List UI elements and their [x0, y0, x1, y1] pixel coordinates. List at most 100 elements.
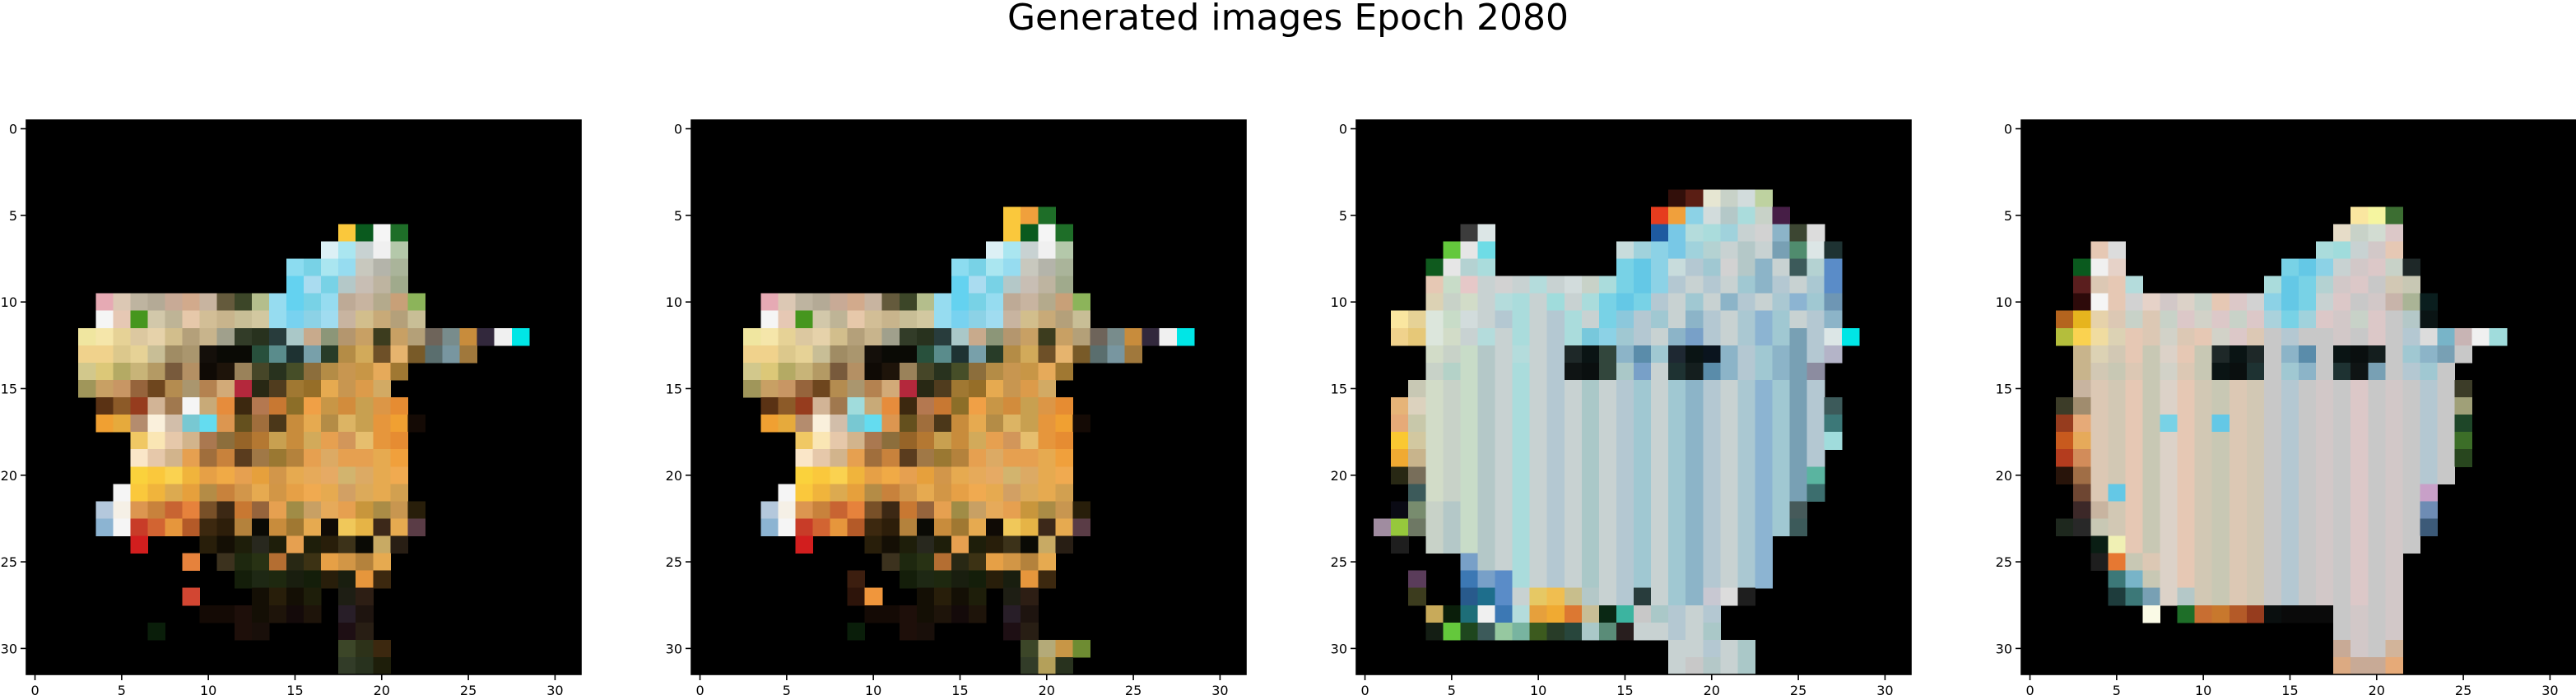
image-pixel [2281, 293, 2299, 312]
image-pixel [2299, 379, 2317, 398]
image-pixel [1668, 258, 1686, 277]
image-pixel [1038, 639, 1056, 658]
image-pixel [881, 484, 900, 502]
image-pixel [113, 327, 131, 346]
image-pixel [2437, 327, 2456, 346]
image-pixel [199, 327, 218, 346]
image-pixel [2229, 432, 2248, 450]
image-pixel [986, 415, 1004, 433]
image-pixel [1003, 484, 1021, 502]
image-pixel [2299, 276, 2317, 294]
image-pixel [2056, 310, 2074, 329]
image-pixel [113, 293, 131, 312]
image-pixel [2160, 293, 2178, 312]
image-pixel [864, 605, 883, 623]
image-pixel [1072, 415, 1091, 433]
image-pixel [1408, 484, 1426, 502]
y-tick-label: 0 [9, 122, 17, 137]
image-pixel [899, 449, 918, 467]
image-pixel [1564, 276, 1583, 294]
image-pixel [881, 466, 900, 484]
image-pixel [899, 466, 918, 484]
image-pixel [356, 553, 374, 572]
image-pixel [2108, 484, 2126, 502]
image-pixel [2108, 310, 2126, 329]
image-pixel [795, 362, 814, 381]
image-pixel [1038, 449, 1056, 467]
image-pixel [216, 466, 235, 484]
image-pixel [182, 397, 201, 415]
image-pixel [2056, 432, 2074, 450]
image-pixel [2281, 449, 2299, 467]
y-tick-label: 30 [1, 641, 17, 656]
image-pixel [1651, 535, 1669, 554]
image-pixel [2090, 310, 2109, 329]
image-pixel [1425, 327, 1444, 346]
image-pixel [1495, 466, 1514, 484]
image-pixel [969, 466, 987, 484]
y-tick-label: 0 [674, 122, 682, 137]
image-pixel [2333, 605, 2351, 623]
image-pixel [1391, 432, 1409, 450]
image-pixel [95, 518, 114, 537]
image-pixel [1477, 518, 1496, 537]
image-pixel [95, 379, 114, 398]
image-pixel [2299, 258, 2317, 277]
image-pixel [1581, 415, 1600, 433]
x-tick-label: 25 [2455, 683, 2471, 695]
x-tick-label: 0 [2025, 683, 2034, 695]
image-pixel [1495, 484, 1514, 502]
image-pixel [1443, 605, 1461, 623]
image-pixel [1806, 484, 1825, 502]
image-pixel [1668, 293, 1686, 312]
image-pixel [2177, 605, 2196, 623]
image-pixel [338, 327, 356, 346]
image-pixel [2350, 241, 2369, 260]
image-pixel [1529, 553, 1548, 572]
image-pixel [1616, 622, 1634, 641]
image-pixel [199, 379, 218, 398]
image-pixel [199, 293, 218, 312]
image-pixel [1038, 656, 1056, 675]
image-pixel [969, 605, 987, 623]
image-pixel [1598, 432, 1617, 450]
image-pixel [1460, 327, 1479, 346]
image-pixel [812, 362, 831, 381]
image-pixel [2281, 276, 2299, 294]
image-pixel [251, 535, 270, 554]
image-pixel [2333, 276, 2351, 294]
image-pixel [1495, 432, 1514, 450]
image-pixel [743, 345, 761, 364]
image-pixel [1651, 570, 1669, 589]
image-pixel [1546, 605, 1565, 623]
image-pixel [2142, 432, 2161, 450]
y-tick-label: 20 [1996, 468, 2012, 484]
image-pixel [1720, 449, 1738, 467]
image-pixel [916, 553, 935, 572]
image-pixel [2056, 415, 2074, 433]
image-pixel [199, 397, 218, 415]
image-pixel [1737, 535, 1756, 554]
y-tick-label: 20 [1, 468, 17, 484]
image-pixel [2229, 293, 2248, 312]
image-pixel [147, 362, 166, 381]
image-pixel [2246, 449, 2265, 467]
image-pixel [1529, 327, 1548, 346]
image-pixel [847, 449, 866, 467]
image-pixel [1564, 466, 1583, 484]
image-pixel [2368, 518, 2386, 537]
image-pixel [2299, 553, 2317, 572]
image-pixel [795, 535, 814, 554]
image-pixel [1772, 206, 1791, 225]
image-pixel [1460, 241, 1479, 260]
image-pixel [1755, 276, 1774, 294]
image-pixel [795, 466, 814, 484]
image-pixel [1824, 310, 1843, 329]
image-pixel [1477, 293, 1496, 312]
image-pixel [1772, 241, 1791, 260]
image-pixel [986, 379, 1004, 398]
image-pixel [1651, 518, 1669, 537]
image-pixel [477, 327, 495, 346]
x-tick-label: 20 [1704, 683, 1720, 695]
image-pixel [1021, 484, 1039, 502]
